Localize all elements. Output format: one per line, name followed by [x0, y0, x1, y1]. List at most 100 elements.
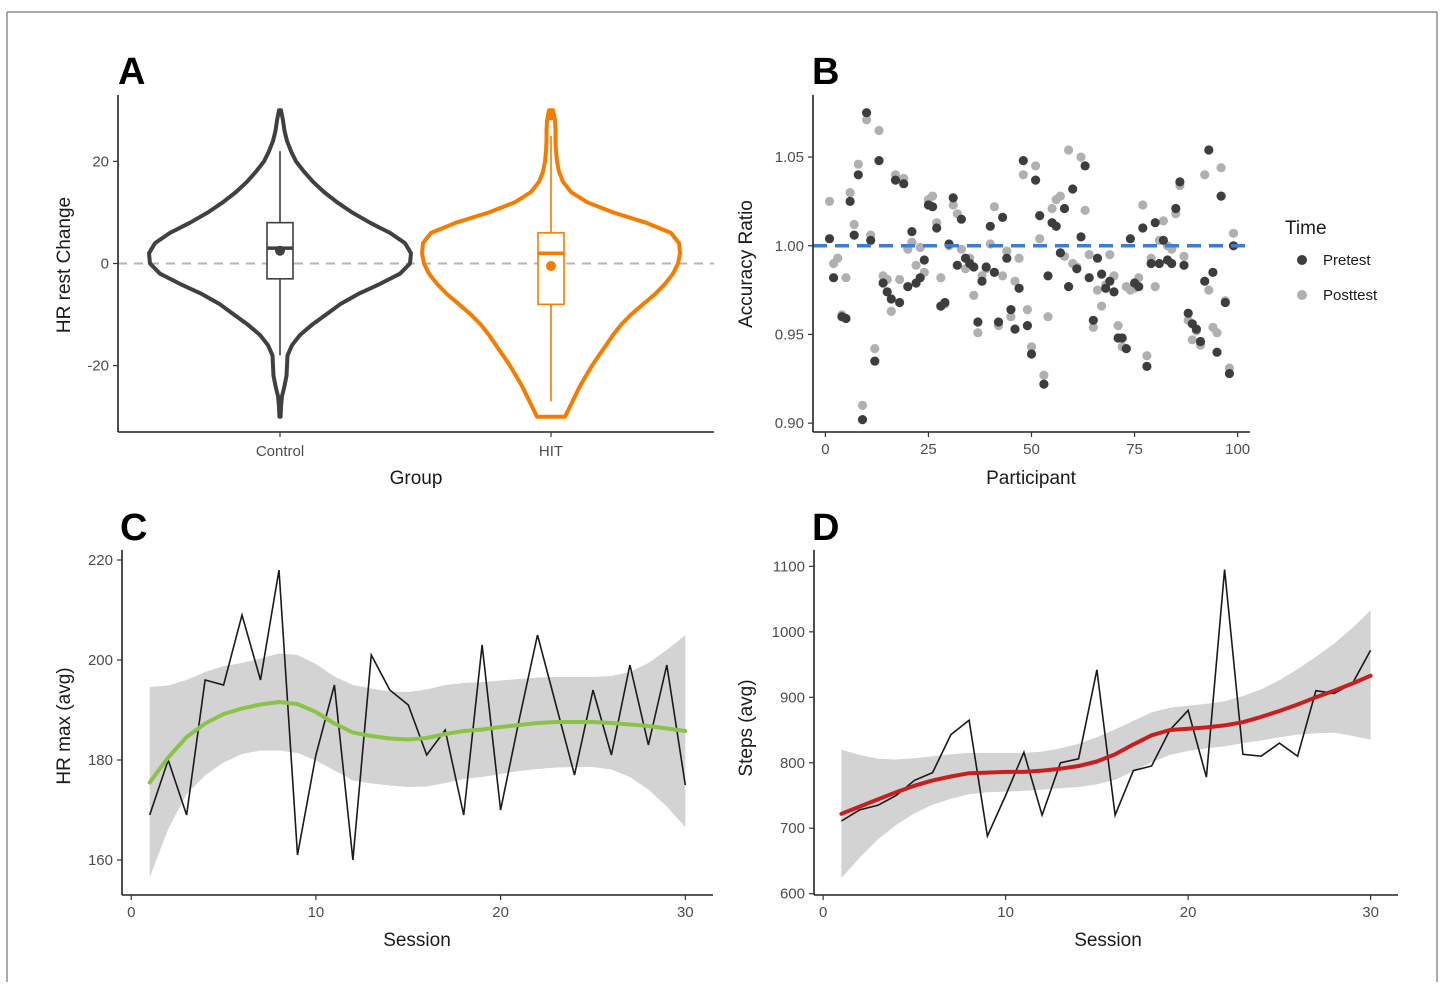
- panel-b-pretest-point: [956, 214, 967, 224]
- panel-d-x-tick-label: 0: [819, 904, 827, 921]
- panel-b-pretest-point: [973, 317, 983, 327]
- panel-a-xlabel: Group: [390, 468, 443, 489]
- panel-b-pretest-point: [1212, 347, 1222, 357]
- panel-b-x-tick-label: 75: [1126, 441, 1143, 458]
- panel-b-pretest-point: [1154, 258, 1164, 269]
- panel-a-control-mean-point: [275, 245, 285, 256]
- legend-posttest-label: Posttest: [1323, 287, 1378, 304]
- panel-b-pretest-point: [1084, 273, 1094, 283]
- panel-b-pretest-point: [1018, 156, 1028, 166]
- panel-a-ylabel: HR rest Change: [54, 197, 75, 333]
- panel-b-pretest-point: [874, 156, 884, 166]
- panel-d-y-tick-label: 600: [780, 886, 805, 903]
- panel-b-pretest-point: [870, 356, 880, 366]
- panel-c-y-tick-label: 220: [88, 552, 113, 569]
- panel-b-posttest-point: [1022, 305, 1032, 315]
- panel-b-posttest-point: [1113, 321, 1123, 331]
- panel-b-posttest-point: [1002, 246, 1012, 256]
- legend-pretest-marker: [1297, 255, 1307, 265]
- panel-b-legend: Time Pretest Posttest: [1285, 218, 1378, 304]
- panel-a-hit-violin: [420, 108, 682, 419]
- panel-b-posttest-point: [1088, 322, 1098, 332]
- panel-c-x-tick-label: 30: [677, 904, 694, 921]
- panel-b-pretest-point: [1006, 305, 1016, 315]
- panel-a-x-tick-label: HIT: [539, 443, 563, 460]
- panel-b-pretest-point: [1076, 232, 1086, 242]
- panel-b-y-tick-label: 0.90: [775, 415, 804, 432]
- panel-b-pretest-point: [1105, 276, 1115, 286]
- panel-c-x-tick-label: 10: [308, 904, 325, 921]
- panel-d-x-tick-label: 30: [1362, 904, 1379, 921]
- panel-b-posttest-point: [886, 306, 896, 316]
- panel-b-pretest-point: [1204, 145, 1214, 155]
- panel-c: C 160 180 200 220 0 10 20 30 Session HR max (av…: [54, 507, 713, 951]
- panel-b-pretest-point: [1035, 211, 1045, 221]
- panel-b-posttest-point: [989, 202, 1000, 212]
- panel-b-posttest-point: [849, 219, 859, 230]
- panel-b-pretest-point: [952, 260, 962, 270]
- panel-b-pretest-point: [969, 262, 979, 272]
- panel-b-pretest-point: [866, 235, 876, 245]
- panel-b-x-tick-label: 50: [1023, 441, 1040, 458]
- panel-b-pretest-point: [998, 212, 1008, 222]
- panel-a-y-tick-label: 0: [101, 256, 109, 273]
- panel-b-pretest-point: [841, 313, 851, 324]
- panel-b-posttest-point: [1084, 250, 1094, 260]
- panel-b-pretest-point: [857, 415, 868, 425]
- panel-d-y-tick-label: 800: [780, 755, 805, 772]
- panel-b-pretest-point: [985, 221, 995, 231]
- panel-d-x-tick-label: 20: [1180, 904, 1197, 921]
- panel-a-y-tick-label: 20: [92, 153, 109, 170]
- panel-a-hit-mean-point: [546, 261, 556, 272]
- panel-b-pretest-point: [890, 175, 901, 185]
- panel-a-y-tick-label: -20: [87, 358, 109, 375]
- panel-b-pretest-point: [1055, 248, 1065, 258]
- panel-b-pretest-point: [1208, 267, 1218, 277]
- panel-b-xlabel: Participant: [986, 468, 1076, 489]
- panel-b-pretest-point: [948, 193, 958, 203]
- panel-b-posttest-point: [1026, 342, 1037, 352]
- panel-c-letter: C: [120, 507, 147, 549]
- panel-d-plot: 600 700 800 900 1000 1100 0 10 20 30: [772, 550, 1398, 921]
- panel-b-pretest-point: [1216, 191, 1226, 201]
- panel-b-y-tick-label: 0.95: [775, 326, 804, 343]
- panel-b-letter: B: [812, 51, 839, 93]
- panel-b-posttest-point: [1216, 163, 1226, 173]
- panel-b-posttest-point: [911, 260, 921, 270]
- panel-d-observed-line: [840, 569, 1372, 839]
- panel-b-pretest-point: [1101, 283, 1111, 293]
- panel-d-smooth-line: [839, 673, 1373, 816]
- panel-b-pretest-point: [1010, 324, 1020, 334]
- panel-b-pretest-point: [940, 297, 950, 308]
- panel-c-y-tick-label: 200: [88, 652, 113, 669]
- panel-c-ylabel: HR max (avg): [54, 667, 75, 784]
- panel-b-pretest-point: [1220, 297, 1230, 308]
- panel-b-posttest-point: [1142, 351, 1152, 361]
- panel-b-pretest-point: [829, 273, 839, 283]
- panel-b-posttest-point: [928, 191, 938, 201]
- panel-b-pretest-point: [989, 267, 1000, 277]
- panel-b-pretest-point: [878, 278, 888, 288]
- panel-b-posttest-point: [1187, 335, 1197, 345]
- panel-b-posttest-point: [862, 115, 872, 125]
- panel-b-posttest-point: [1031, 161, 1041, 171]
- panel-b-posttest-point: [1006, 312, 1016, 322]
- panel-b-pretest-point: [993, 317, 1004, 327]
- panel-d-x-tick-label: 10: [997, 904, 1014, 921]
- panel-b-pretest-point: [1068, 184, 1078, 194]
- panel-b-pretest-point: [903, 282, 913, 292]
- panel-b-posttest-point: [915, 242, 925, 253]
- panel-b-pretest-point: [1031, 175, 1041, 185]
- panel-c-observed-line: [148, 569, 687, 861]
- panel-b-posttest-point: [1204, 285, 1214, 295]
- panel-b-pretest-point: [1002, 253, 1012, 263]
- panel-b-pretest-point: [1092, 253, 1103, 263]
- panel-b-pretest-point: [1043, 271, 1053, 281]
- panel-d-xlabel: Session: [1074, 930, 1142, 951]
- panel-b-posttest-point: [833, 253, 843, 263]
- panel-d: D 600 700 800 900 1000 1100 0 10 20 30 Session St…: [736, 507, 1398, 951]
- panel-b-posttest-point: [1212, 328, 1222, 338]
- panel-b-pretest-point: [1072, 264, 1082, 274]
- panel-b-posttest-point: [1010, 276, 1020, 286]
